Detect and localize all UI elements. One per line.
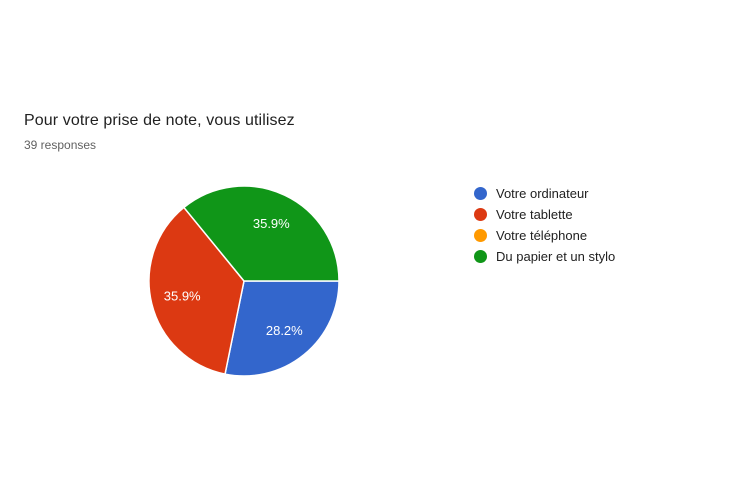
pie-slice-label: 35.9% <box>164 289 201 304</box>
legend-item-1: Votre ordinateur <box>474 186 615 201</box>
legend-item-label: Votre tablette <box>496 207 573 222</box>
response-count: 39 responses <box>24 138 97 152</box>
legend-color-dot <box>474 187 487 200</box>
legend-item-label: Votre téléphone <box>496 228 588 243</box>
pie-slice-1[interactable] <box>224 280 340 377</box>
chart-legend: Votre ordinateur Votre tablette Votre télé… <box>474 186 616 264</box>
pie-slice-label: 28.2% <box>266 323 303 338</box>
question-title: Pour votre prise de note, vous utilisez <box>24 112 295 129</box>
legend-item-3: Votre téléphone <box>474 228 615 243</box>
legend-item-label: Votre ordinateur <box>496 186 589 201</box>
pie-slice-4[interactable] <box>183 185 340 282</box>
legend-item-4: Du papier et un stylo <box>474 249 616 264</box>
legend-color-dot <box>474 208 487 221</box>
pie-chart[interactable]: 28.2% 35.9% 35.9% <box>147 184 341 378</box>
legend-color-dot <box>474 250 487 263</box>
pie-slice-label: 35.9% <box>253 216 290 231</box>
legend-item-2: Votre tablette <box>474 207 615 222</box>
pie-slice-2[interactable] <box>148 206 245 375</box>
legend-color-dot <box>474 229 487 242</box>
legend-item-label: Du papier et un stylo <box>496 249 616 264</box>
